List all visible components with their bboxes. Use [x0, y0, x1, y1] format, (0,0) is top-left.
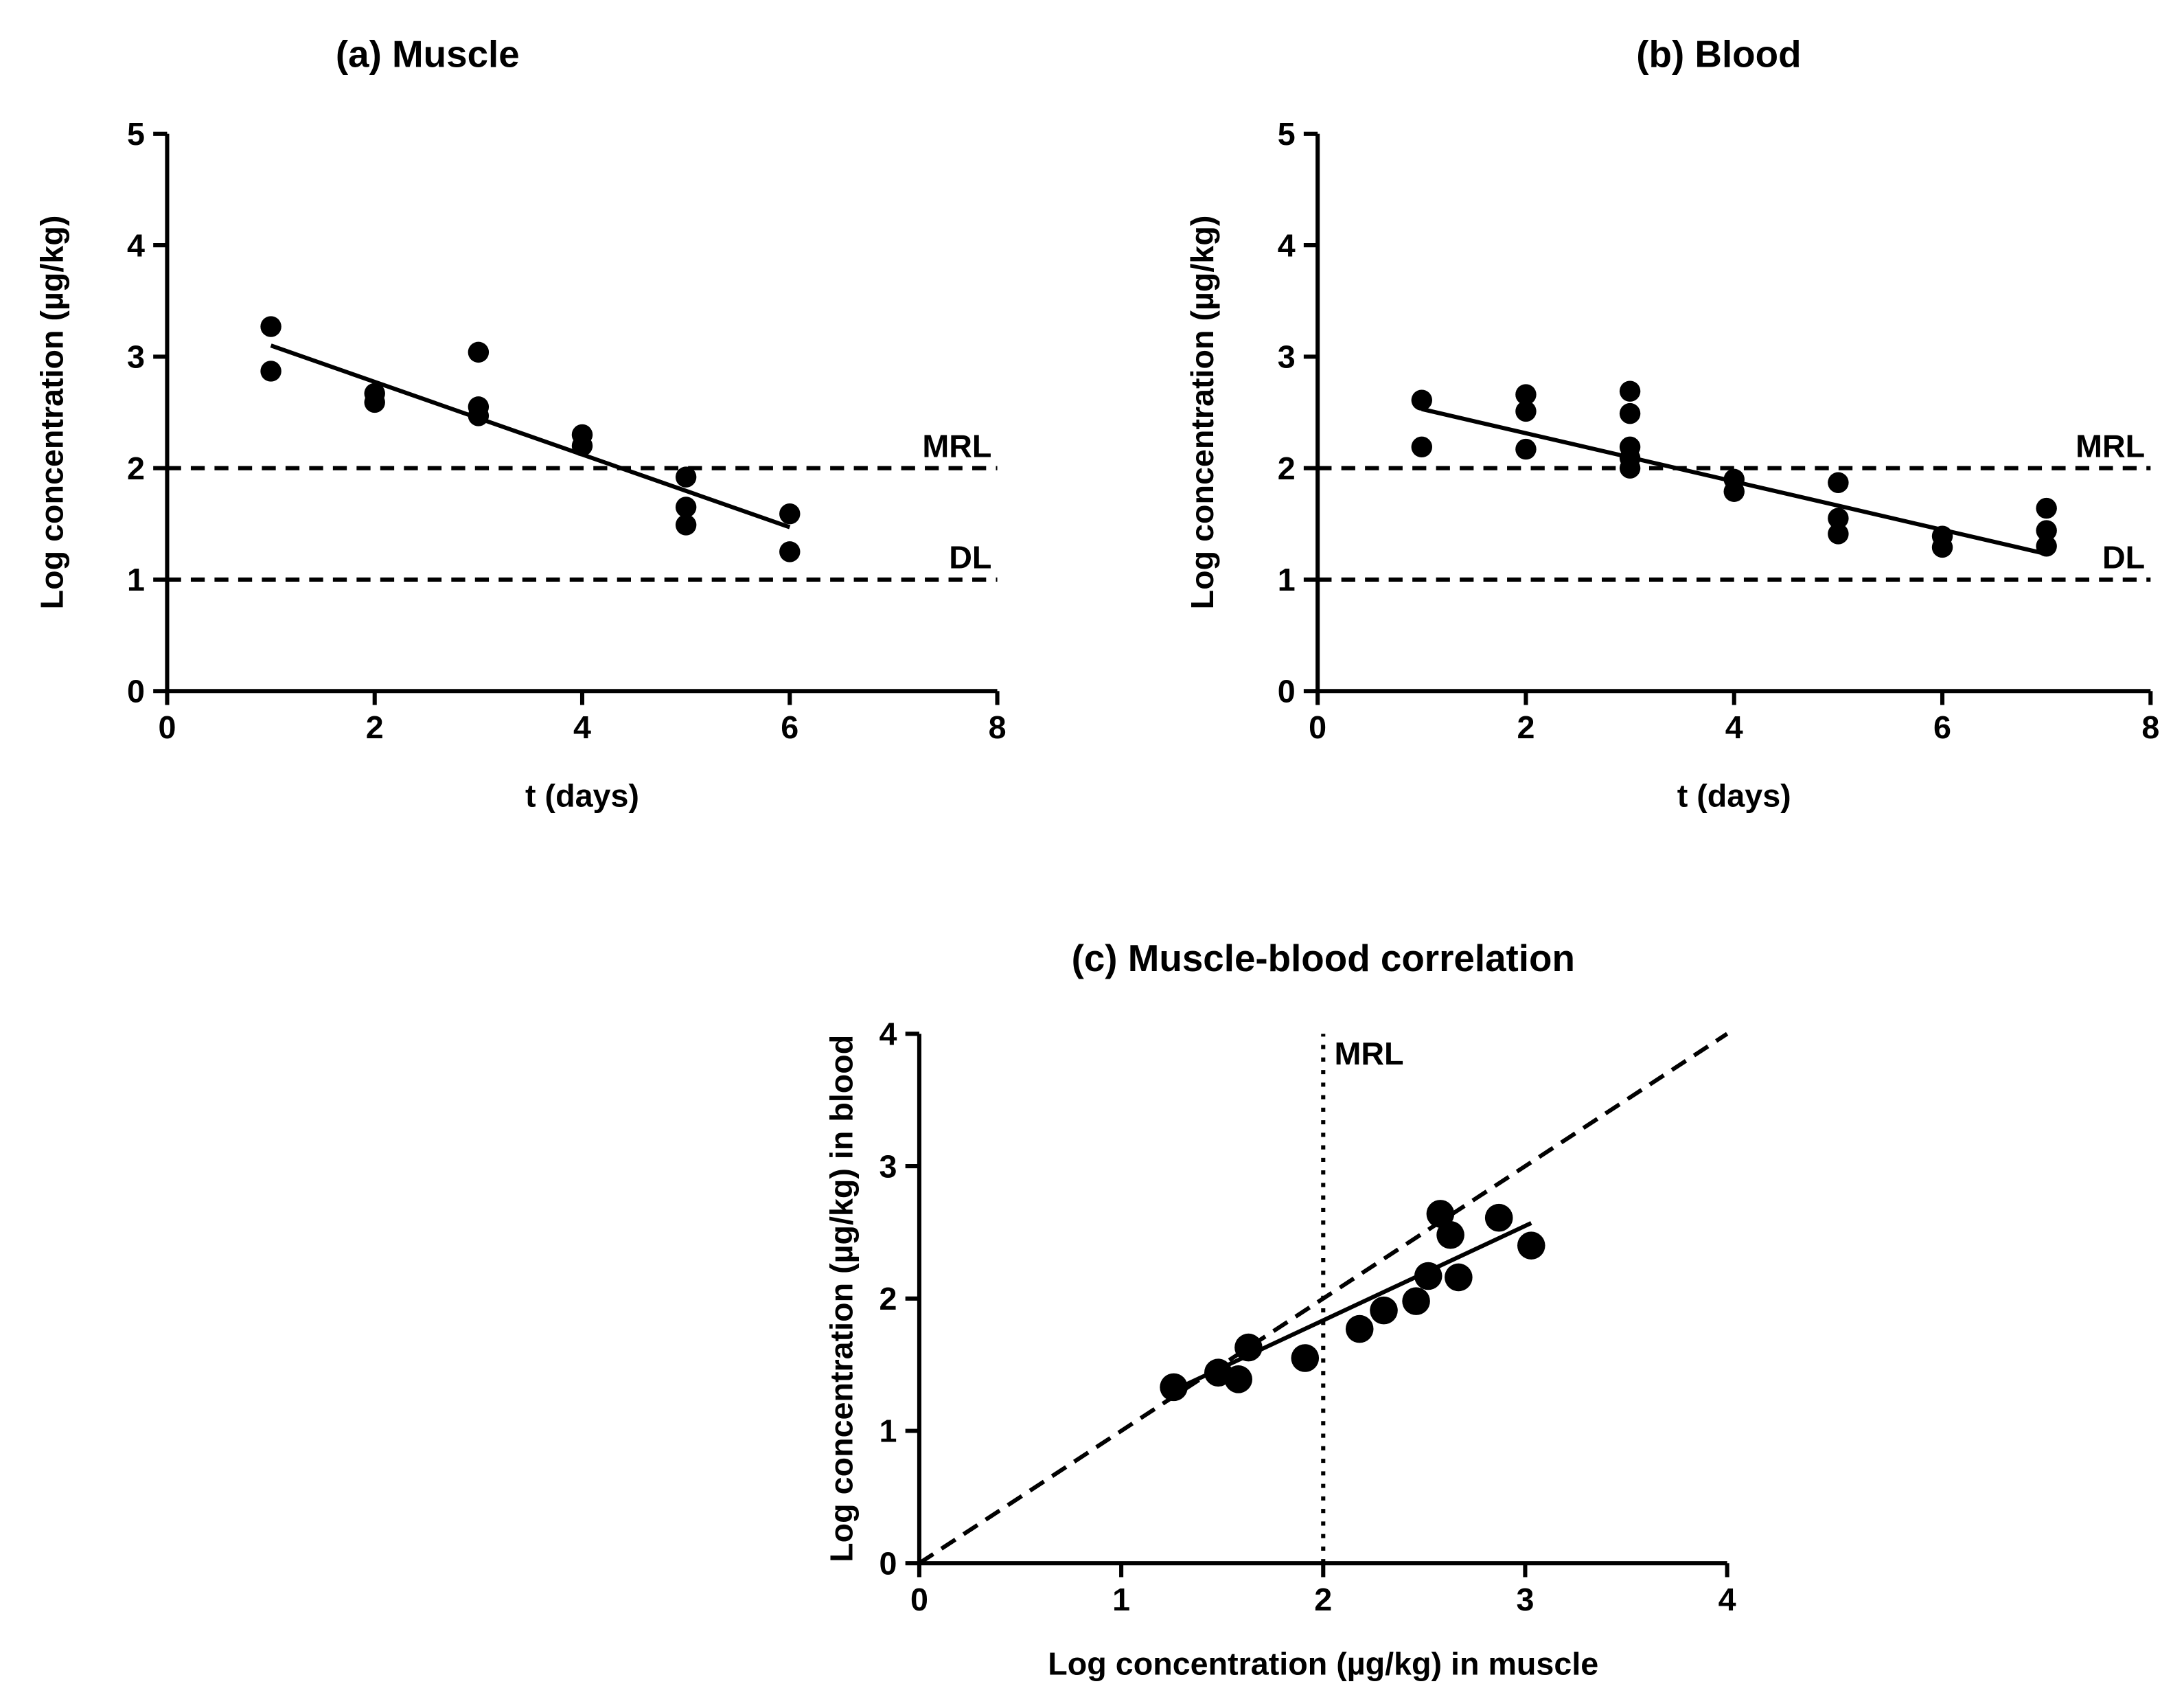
data-point	[1436, 1220, 1464, 1249]
reference-line-label: DL	[2102, 540, 2145, 576]
x-tick-label: 2	[1517, 709, 1534, 745]
data-point	[1345, 1314, 1374, 1343]
data-point	[1619, 402, 1641, 424]
x-tick-label: 0	[910, 1582, 928, 1617]
mrl-label: MRL	[1334, 1036, 1403, 1071]
data-point	[1411, 436, 1433, 458]
data-point	[1619, 457, 1641, 479]
reference-line-label: MRL	[922, 428, 991, 464]
data-point	[1515, 400, 1537, 422]
data-point	[675, 466, 697, 488]
data-point	[1426, 1200, 1455, 1228]
y-axis-label: Log concentration (µg/kg)	[1184, 216, 1220, 610]
data-point	[468, 405, 490, 426]
y-tick-label: 3	[1278, 339, 1296, 375]
x-tick-label: 0	[158, 709, 176, 745]
data-point	[1828, 472, 1849, 493]
y-tick-label: 1	[880, 1413, 897, 1449]
data-point	[1828, 508, 1849, 529]
data-point	[1445, 1263, 1473, 1292]
reference-line-label: DL	[949, 540, 991, 576]
x-tick-label: 1	[1112, 1582, 1130, 1617]
data-point	[1411, 389, 1433, 411]
x-tick-label: 2	[1314, 1582, 1332, 1617]
chart-title: (a) Muscle	[336, 32, 520, 75]
data-point	[2036, 520, 2057, 541]
x-tick-label: 2	[366, 709, 384, 745]
data-point	[779, 541, 801, 562]
data-point	[571, 435, 593, 457]
x-tick-label: 0	[1309, 709, 1326, 745]
y-tick-label: 5	[127, 116, 145, 152]
y-tick-label: 2	[1278, 451, 1296, 486]
chart-title: (c) Muscle-blood correlation	[1072, 937, 1575, 979]
chart-panel-2: (c) Muscle-blood correlation Log concentr…	[824, 937, 1736, 1681]
x-axis-label: Log concentration (µg/kg) in muscle	[1048, 1646, 1598, 1682]
y-tick-label: 0	[880, 1545, 897, 1581]
chart-title: (b) Blood	[1636, 32, 1801, 75]
data-point	[364, 391, 385, 413]
data-point	[675, 497, 697, 518]
data-point	[1224, 1365, 1253, 1393]
x-tick-label: 4	[1719, 1582, 1736, 1617]
data-point	[1160, 1373, 1188, 1402]
x-tick-label: 4	[573, 709, 591, 745]
data-point	[1931, 536, 1953, 558]
y-tick-label: 5	[1278, 116, 1296, 152]
x-axis-label: t (days)	[1677, 778, 1791, 814]
data-point	[675, 514, 697, 536]
data-point	[779, 503, 801, 525]
y-tick-label: 1	[1278, 562, 1296, 597]
x-tick-label: 6	[1933, 709, 1951, 745]
data-point	[1619, 380, 1641, 402]
x-tick-label: 8	[989, 709, 1007, 745]
y-tick-label: 4	[880, 1016, 897, 1052]
y-tick-label: 4	[1278, 227, 1296, 263]
data-point	[1723, 481, 1745, 502]
y-tick-label: 1	[127, 562, 145, 597]
reference-line-label: MRL	[2076, 428, 2145, 464]
data-point	[1291, 1344, 1320, 1372]
y-tick-label: 3	[880, 1148, 897, 1184]
chart-panel-1: (b) Blood t (days) Log concentration (µg/k…	[1184, 32, 2159, 813]
y-tick-label: 0	[127, 673, 145, 709]
data-point	[2036, 536, 2057, 557]
y-tick-label: 2	[127, 451, 145, 486]
x-tick-label: 6	[781, 709, 798, 745]
data-point	[1515, 438, 1537, 460]
y-axis-label: Log concentration (µg/kg) in blood	[824, 1035, 860, 1562]
data-point	[260, 316, 281, 337]
y-tick-label: 4	[127, 227, 145, 263]
y-tick-label: 0	[1278, 673, 1296, 709]
data-point	[1414, 1262, 1442, 1290]
data-point	[1515, 384, 1537, 405]
data-point	[1234, 1333, 1263, 1362]
identity-line	[918, 1032, 1729, 1565]
y-tick-label: 2	[880, 1281, 897, 1317]
x-tick-label: 4	[1725, 709, 1743, 745]
x-tick-label: 8	[2141, 709, 2159, 745]
data-point	[1402, 1287, 1430, 1315]
data-point	[468, 341, 490, 363]
y-axis-label: Log concentration (µg/kg)	[34, 216, 69, 610]
data-point	[1370, 1296, 1398, 1325]
data-point	[1484, 1203, 1513, 1232]
data-point	[260, 361, 281, 382]
y-tick-label: 3	[127, 339, 145, 375]
x-tick-label: 3	[1516, 1582, 1534, 1617]
data-point	[1828, 523, 1849, 545]
x-axis-label: t (days)	[525, 778, 639, 814]
regression-line	[1171, 1221, 1532, 1393]
data-point	[2036, 497, 2057, 519]
data-point	[1517, 1231, 1545, 1260]
chart-panel-0: (a) Muscle t (days) Log concentration (µg/…	[34, 32, 1006, 813]
regression-line	[270, 343, 791, 529]
